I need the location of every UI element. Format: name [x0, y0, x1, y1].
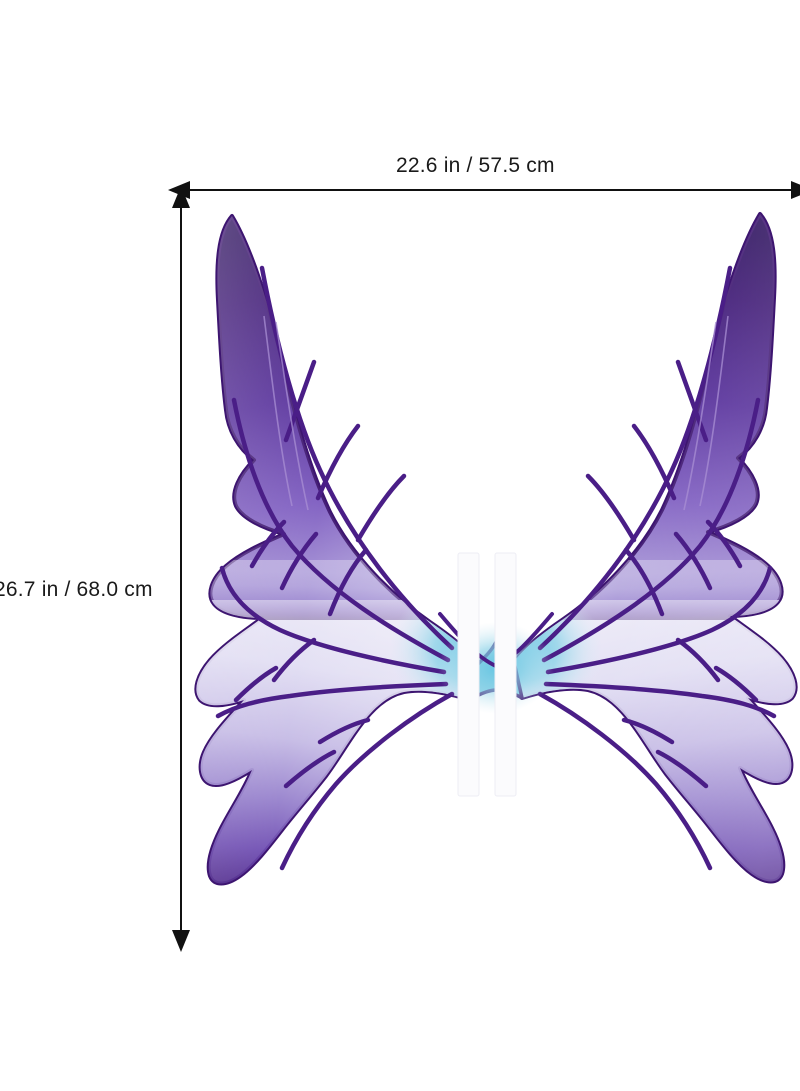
height-dimension-label: 26.7 in / 68.0 cm — [0, 578, 153, 601]
left-wing-veins — [215, 265, 455, 871]
right-wing-veins — [537, 265, 777, 871]
width-dimension-label: 22.6 in / 57.5 cm — [396, 154, 555, 177]
strap-left — [457, 552, 480, 797]
elastic-straps — [457, 552, 517, 797]
strap-right — [494, 552, 517, 797]
right-wing-hairline-veins — [683, 315, 729, 511]
left-wing-hairline-veins — [263, 315, 309, 511]
